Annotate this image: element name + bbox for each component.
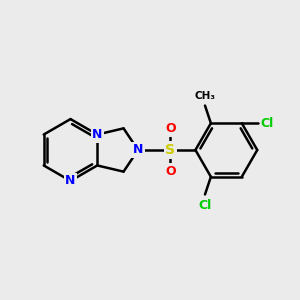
Text: CH₃: CH₃ (194, 91, 215, 101)
Text: Cl: Cl (198, 199, 212, 212)
Text: O: O (165, 165, 176, 178)
Text: N: N (92, 128, 103, 141)
Text: S: S (165, 143, 176, 157)
Text: Cl: Cl (260, 117, 274, 130)
Text: N: N (65, 174, 76, 188)
Text: O: O (165, 122, 176, 135)
Text: N: N (133, 143, 143, 157)
